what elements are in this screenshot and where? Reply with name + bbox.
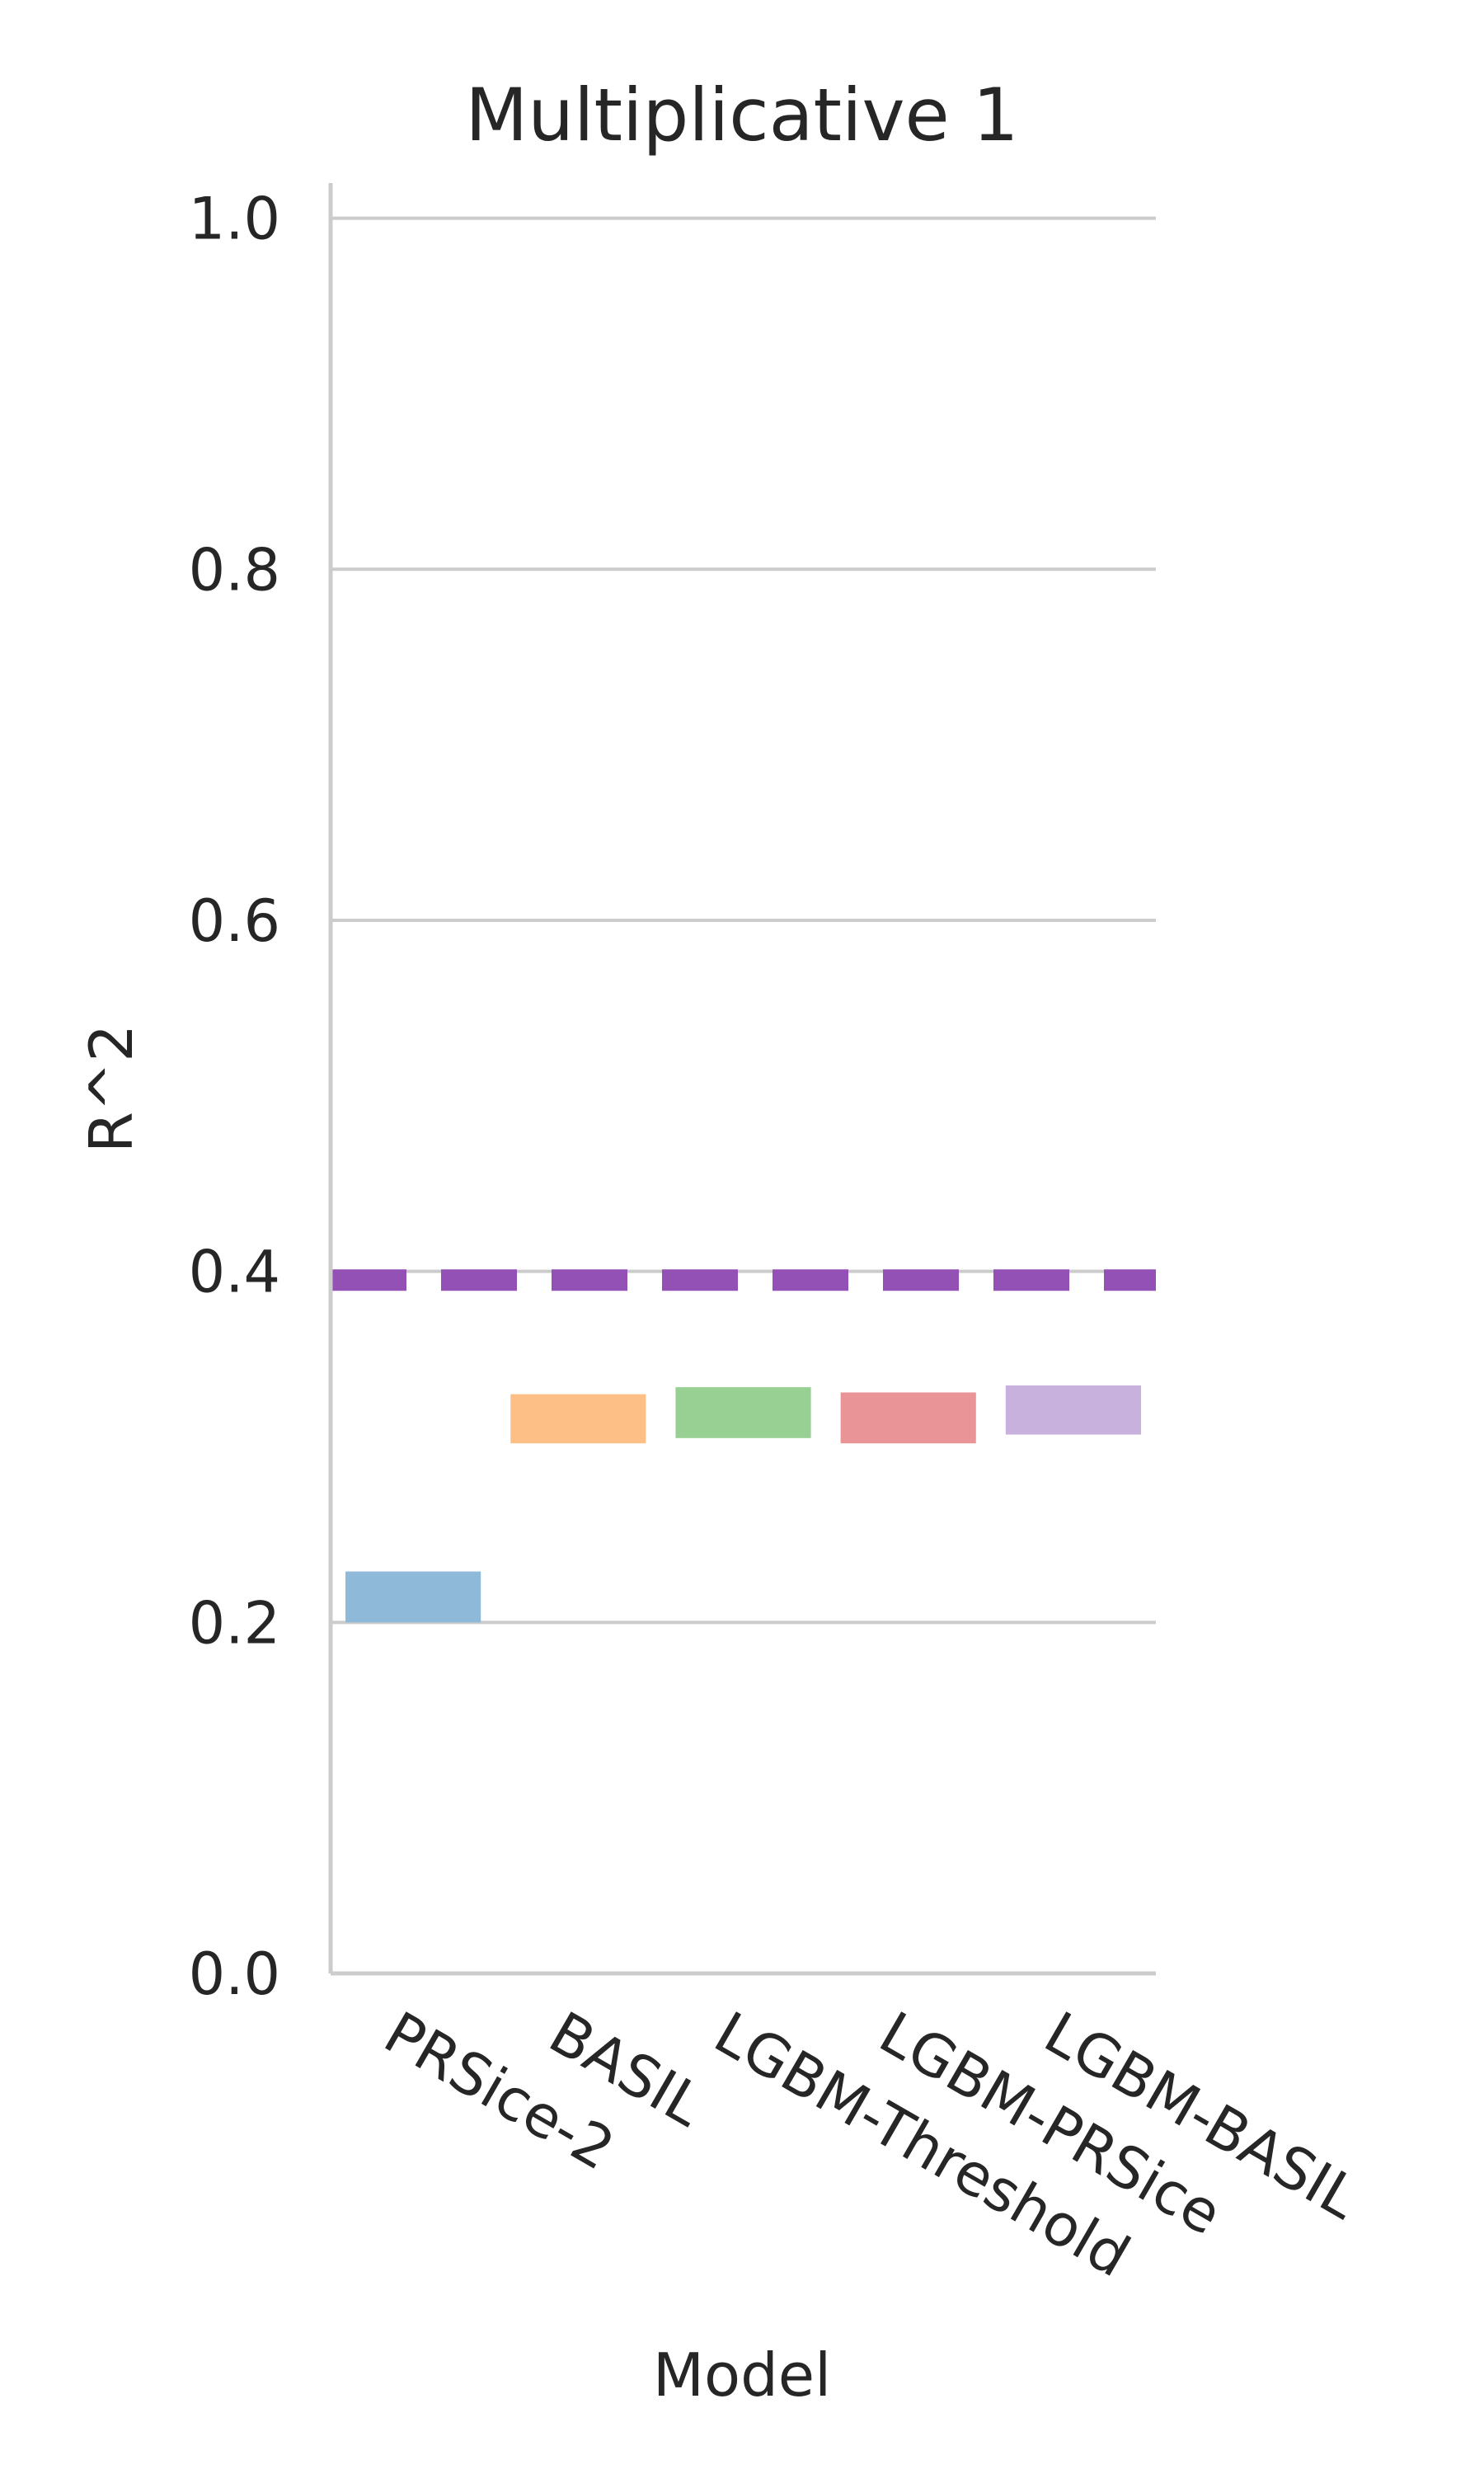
y-tick-label: 0.2 — [189, 1589, 280, 1657]
x-axis-label: Model — [653, 2340, 831, 2410]
chart-title: Multiplicative 1 — [465, 73, 1018, 158]
y-axis-ticks: 0.0 0.2 0.4 0.6 0.8 1.0 — [189, 186, 280, 2008]
y-tick-label: 0.6 — [189, 887, 280, 955]
box-basil — [510, 1394, 646, 1444]
y-tick-label: 0.0 — [189, 1940, 280, 2008]
y-tick-label: 0.8 — [189, 536, 280, 604]
y-tick-label: 1.0 — [189, 186, 280, 253]
boxes — [345, 1385, 1141, 1623]
y-tick-label: 0.4 — [189, 1239, 280, 1306]
box-lgbm-threshold — [675, 1387, 811, 1438]
x-axis-ticks: PRSice-2BASILLGBM-ThresholdLGBM-PRSiceLG… — [373, 1999, 1370, 2291]
box-lgbm-basil — [1005, 1385, 1141, 1435]
y-axis-label: R^2 — [77, 1024, 146, 1153]
box-lgbm-prsice — [840, 1392, 976, 1444]
box-prsice-2 — [345, 1571, 481, 1623]
